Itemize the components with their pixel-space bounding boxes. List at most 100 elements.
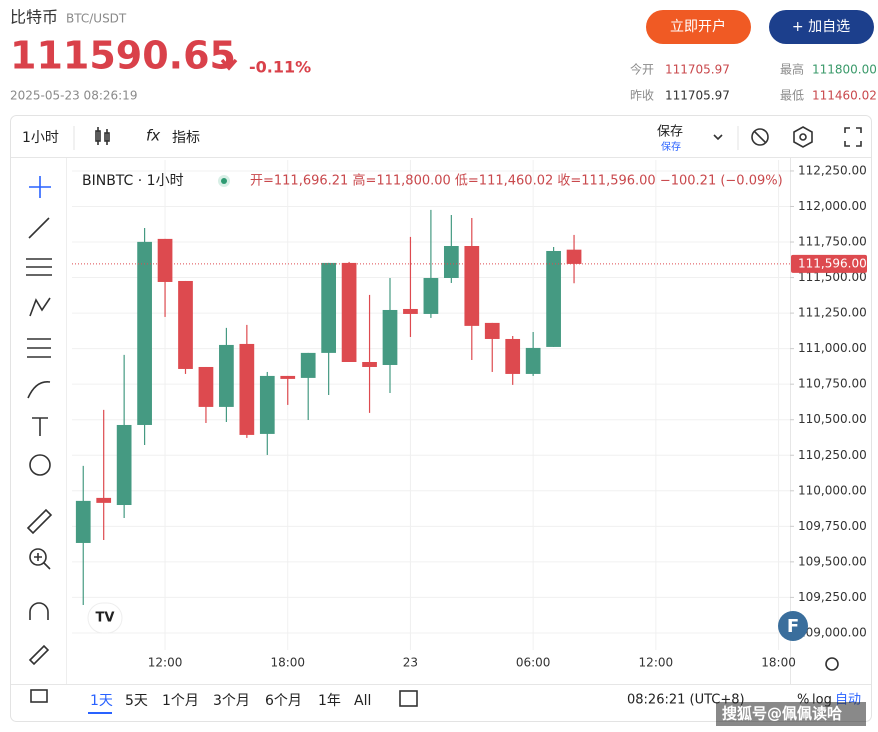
down-arrow <box>220 52 238 71</box>
icon-tool[interactable] <box>29 454 51 476</box>
y-tick-label: 110,000.00 <box>798 483 867 497</box>
x-tick-label: 06:00 <box>516 656 551 670</box>
price-change: -0.11% <box>249 58 311 77</box>
stat-value: 111705.97 <box>665 63 730 77</box>
candle-body <box>157 238 173 282</box>
f-logo-mark: F <box>787 616 799 637</box>
x-tick-label: 23 <box>403 656 418 670</box>
range-button[interactable]: All <box>354 693 371 709</box>
candle-body <box>423 277 439 314</box>
zoom-tool-mark <box>34 553 51 570</box>
range-button[interactable]: 1个月 <box>162 693 199 709</box>
zoom-tool[interactable] <box>29 548 47 566</box>
lock-tool[interactable] <box>30 689 48 703</box>
y-tick-label: 109,500.00 <box>798 554 867 568</box>
y-tick-label: 111,750.00 <box>798 235 867 249</box>
range-button[interactable]: 1年 <box>318 693 341 709</box>
candle-body <box>341 262 357 362</box>
asset-name: 比特币 <box>10 8 58 27</box>
watchlist-label[interactable]: + 加自选 <box>792 19 850 35</box>
range-buttons: 1天 5天 1个月 3个月 6个月 1年 All <box>90 693 371 709</box>
stat-value: 111705.97 <box>665 89 730 103</box>
measure-tool[interactable] <box>26 508 53 535</box>
current-price-label: 111,596.00 <box>798 256 867 270</box>
tv-logo-mark[interactable]: TV <box>96 611 115 626</box>
settings-icon-dot <box>799 133 807 141</box>
candle-body <box>75 500 91 543</box>
candle-body <box>219 344 234 407</box>
save-button[interactable]: 保存 <box>657 125 683 140</box>
range-button[interactable]: 5天 <box>125 693 148 709</box>
stat-value: 111800.00 <box>812 63 877 77</box>
stat-label: 最高 <box>780 62 804 77</box>
current-price-tag <box>791 254 867 273</box>
candle-body <box>96 497 112 503</box>
magnet-tool[interactable] <box>29 602 49 620</box>
interval-button[interactable]: 1小时 <box>22 130 59 146</box>
x-tick-label: 18:00 <box>761 656 796 670</box>
candle-body <box>362 361 377 367</box>
save-sub[interactable]: 保存 <box>661 140 681 153</box>
candle-body <box>116 424 132 506</box>
projection-tool[interactable] <box>27 338 51 358</box>
watchlist-button[interactable] <box>769 10 874 44</box>
axis-settings-icon[interactable] <box>825 657 839 671</box>
candle-body <box>403 308 418 314</box>
y-tick-label: 109,000.00 <box>798 625 867 639</box>
stat-label: 最低 <box>780 89 804 103</box>
candle-body <box>198 366 214 407</box>
y-tick-label: 109,250.00 <box>798 590 867 604</box>
candle-type-icon[interactable] <box>95 127 110 145</box>
x-tick-label: 12:00 <box>148 656 183 670</box>
alert-icon[interactable] <box>751 128 769 146</box>
y-tick-label: 109,750.00 <box>798 519 867 533</box>
candle-body <box>178 280 193 369</box>
candle-body <box>505 338 521 374</box>
trendline-tool[interactable] <box>28 217 50 239</box>
y-tick-label: 111,500.00 <box>798 270 867 284</box>
indicators-button[interactable]: 指标 <box>172 130 200 146</box>
candle-body <box>300 352 316 378</box>
candle-body <box>546 250 561 347</box>
candle-body <box>443 246 459 278</box>
fib-tool[interactable] <box>26 258 52 276</box>
tv-logo[interactable] <box>87 602 123 634</box>
market-status-dot <box>221 178 227 184</box>
candle-body <box>259 375 275 434</box>
watermark-bg <box>716 702 866 726</box>
y-tick-label: 111,250.00 <box>798 306 867 320</box>
candle-body <box>137 241 152 425</box>
range-button[interactable]: 3个月 <box>213 693 250 709</box>
stat-label: 今开 <box>630 62 654 77</box>
candle-body <box>464 246 480 326</box>
stay-in-drawing-tool[interactable] <box>28 644 50 666</box>
legend-symbol: BINBTC · 1小时 <box>82 173 184 189</box>
brush-tool[interactable] <box>27 381 51 399</box>
text-tool[interactable] <box>32 417 48 436</box>
fx-icon[interactable]: fx <box>146 127 160 145</box>
range-button[interactable]: 6个月 <box>265 693 302 709</box>
drawing-tools <box>26 176 53 703</box>
crosshair-tool[interactable] <box>29 176 51 198</box>
fullscreen-icon[interactable] <box>844 127 862 147</box>
open-account-button[interactable] <box>646 10 751 44</box>
range-button[interactable]: 1天 <box>90 693 113 709</box>
clock: 08:26:21 (UTC+8) <box>627 693 745 708</box>
candle-body <box>566 249 582 264</box>
asset-pair: BTC/USDT <box>66 12 127 26</box>
y-tick-label: 110,750.00 <box>798 377 867 391</box>
pattern-tool[interactable] <box>29 297 51 317</box>
open-account-label[interactable]: 立即开户 <box>670 18 726 35</box>
price: 111590.65 <box>10 34 236 78</box>
save-menu-chevron[interactable] <box>713 134 723 141</box>
calendar-icon[interactable] <box>399 690 418 707</box>
candle-body <box>239 343 255 435</box>
settings-icon[interactable] <box>793 126 813 148</box>
candle-body <box>321 262 337 353</box>
x-tick-label: 12:00 <box>639 656 674 670</box>
stat-value: 111460.02 <box>812 89 877 103</box>
y-tick-label: 112,250.00 <box>798 163 867 177</box>
watermark: 搜狐号@佩佩读哈 <box>722 705 842 723</box>
y-tick-label: 112,000.00 <box>798 199 867 213</box>
